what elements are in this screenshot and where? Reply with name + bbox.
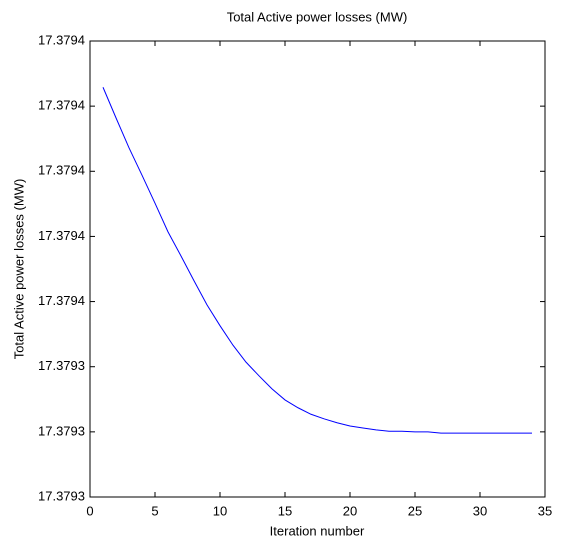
x-tick-label: 10 [213, 503, 227, 518]
chart-title: Total Active power losses (MW) [227, 9, 408, 24]
x-tick-label: 20 [343, 503, 357, 518]
axes-box [89, 40, 546, 498]
y-tick-label: 17.3793 [38, 423, 85, 438]
x-tick-label: 5 [151, 503, 158, 518]
x-tick-label: 35 [538, 503, 552, 518]
y-tick-label: 17.3794 [38, 32, 85, 47]
x-tick-label: 30 [473, 503, 487, 518]
x-tick-label: 25 [408, 503, 422, 518]
y-tick-label: 17.3794 [38, 228, 85, 243]
x-axis-label: Iteration number [270, 523, 365, 538]
y-tick-label: 17.3794 [38, 163, 85, 178]
x-tick-label: 15 [278, 503, 292, 518]
y-axis-label: Total Active power losses (MW) [11, 179, 26, 360]
line-series [102, 87, 532, 434]
x-tick-label: 0 [86, 503, 93, 518]
y-tick-label: 17.3794 [38, 98, 85, 113]
y-tick-label: 17.3793 [38, 358, 85, 373]
y-tick-label: 17.3793 [38, 488, 85, 503]
y-tick-label: 17.3794 [38, 293, 85, 308]
